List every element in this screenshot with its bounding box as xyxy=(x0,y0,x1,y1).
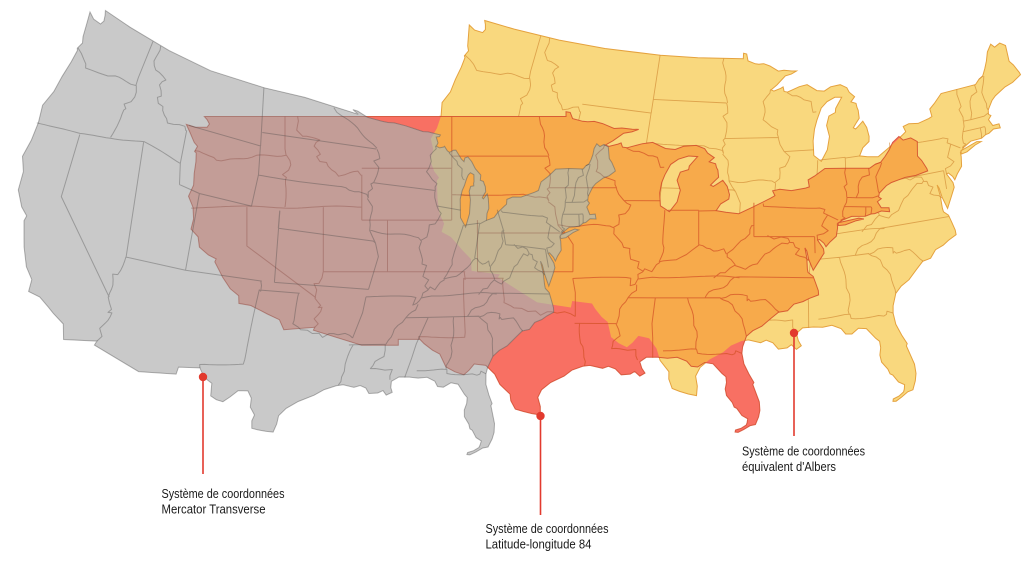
svg-text:Système de coordonnées: Système de coordonnées xyxy=(742,444,865,459)
svg-text:Mercator Transverse: Mercator Transverse xyxy=(162,502,266,517)
svg-text:Système de coordonnées: Système de coordonnées xyxy=(162,486,285,501)
svg-text:Système de coordonnées: Système de coordonnées xyxy=(486,521,609,536)
svg-text:Latitude-longitude 84: Latitude-longitude 84 xyxy=(486,537,592,552)
svg-text:équivalent d'Albers: équivalent d'Albers xyxy=(742,459,836,474)
